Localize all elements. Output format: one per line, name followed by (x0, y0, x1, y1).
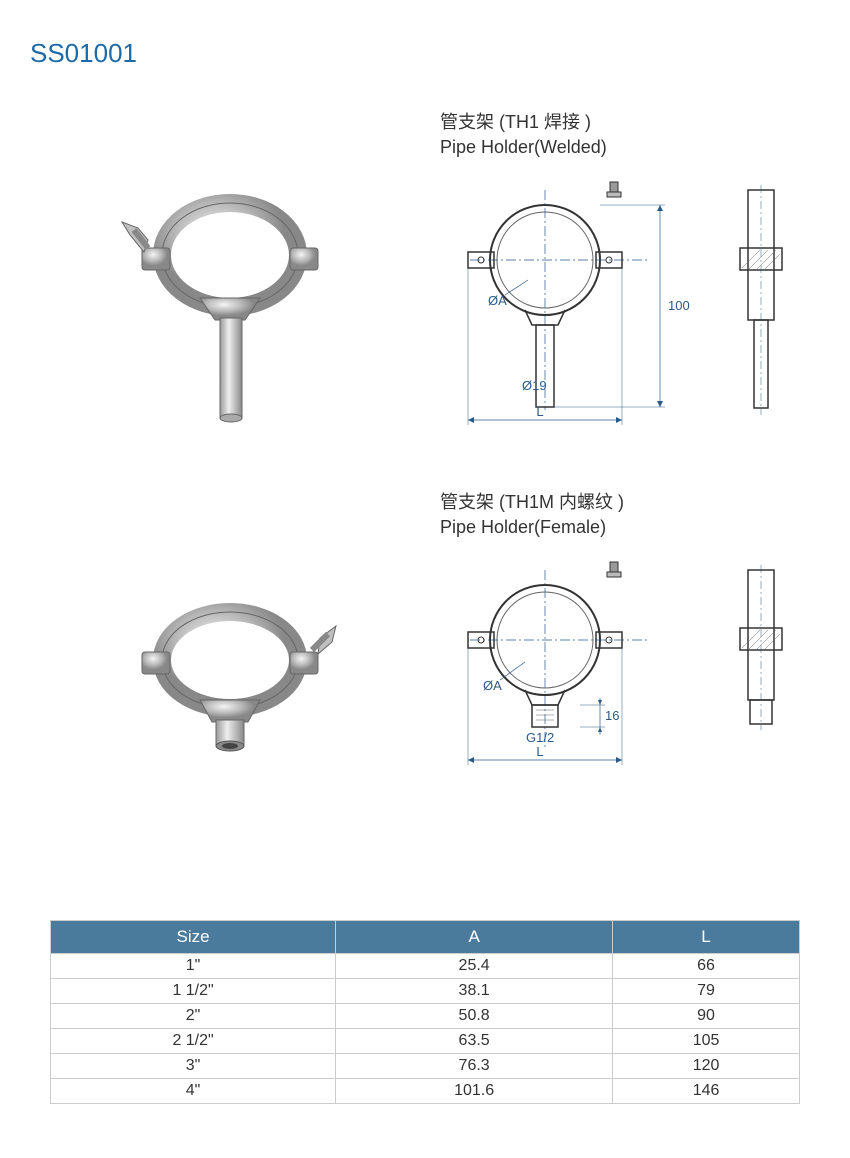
table-header-row: Size A L (51, 921, 800, 954)
table-cell: 66 (613, 954, 800, 979)
tech-diagram-welded: ØA Ø19 L 100 (440, 180, 820, 430)
section-title-welded: 管支架 (TH1 焊接 ) Pipe Holder(Welded) (440, 110, 607, 160)
table-cell: 1 1/2" (51, 979, 336, 1004)
col-a: A (336, 921, 613, 954)
table-cell: 2" (51, 1004, 336, 1029)
product-code: SS01001 (30, 38, 137, 69)
dim-length-label-2: L (536, 744, 543, 759)
table-row: 1"25.466 (51, 954, 800, 979)
table-cell: 90 (613, 1004, 800, 1029)
table-cell: 101.6 (336, 1079, 613, 1104)
table-cell: 76.3 (336, 1054, 613, 1079)
dim-height-label: 100 (668, 298, 690, 313)
section-title-female: 管支架 (TH1M 内螺纹 ) Pipe Holder(Female) (440, 490, 624, 540)
table-cell: 146 (613, 1079, 800, 1104)
col-size: Size (51, 921, 336, 954)
table-cell: 25.4 (336, 954, 613, 979)
table-cell: 38.1 (336, 979, 613, 1004)
dim-stem-label: Ø19 (522, 378, 547, 393)
product-photo-female (100, 590, 360, 840)
table-cell: 105 (613, 1029, 800, 1054)
table-row: 3"76.3120 (51, 1054, 800, 1079)
table-row: 2 1/2"63.5105 (51, 1029, 800, 1054)
section-welded: 管支架 (TH1 焊接 ) Pipe Holder(Welded) (30, 110, 830, 450)
dim-diameter-label-2: ØA (483, 678, 502, 693)
spec-table: Size A L 1"25.4661 1/2"38.1792"50.8902 1… (50, 920, 800, 1104)
table-cell: 79 (613, 979, 800, 1004)
table-cell: 120 (613, 1054, 800, 1079)
table-cell: 50.8 (336, 1004, 613, 1029)
title-cn: 管支架 (TH1 焊接 ) (440, 110, 607, 135)
table-cell: 3" (51, 1054, 336, 1079)
col-l: L (613, 921, 800, 954)
dim-diameter-label: ØA (488, 293, 507, 308)
title-cn: 管支架 (TH1M 内螺纹 ) (440, 490, 624, 515)
section-female: 管支架 (TH1M 内螺纹 ) Pipe Holder(Female) (30, 490, 830, 830)
dim-small-label: 16 (605, 708, 619, 723)
table-row: 2"50.890 (51, 1004, 800, 1029)
table-row: 4"101.6146 (51, 1079, 800, 1104)
table-cell: 1" (51, 954, 336, 979)
table-row: 1 1/2"38.179 (51, 979, 800, 1004)
tech-diagram-female: ØA G1/2 16 L (440, 560, 820, 810)
table-cell: 2 1/2" (51, 1029, 336, 1054)
title-en: Pipe Holder(Female) (440, 515, 624, 540)
product-photo-welded (100, 180, 360, 430)
dim-length-label: L (536, 404, 543, 419)
title-en: Pipe Holder(Welded) (440, 135, 607, 160)
table-cell: 4" (51, 1079, 336, 1104)
dim-thread-label: G1/2 (526, 730, 554, 745)
table-cell: 63.5 (336, 1029, 613, 1054)
